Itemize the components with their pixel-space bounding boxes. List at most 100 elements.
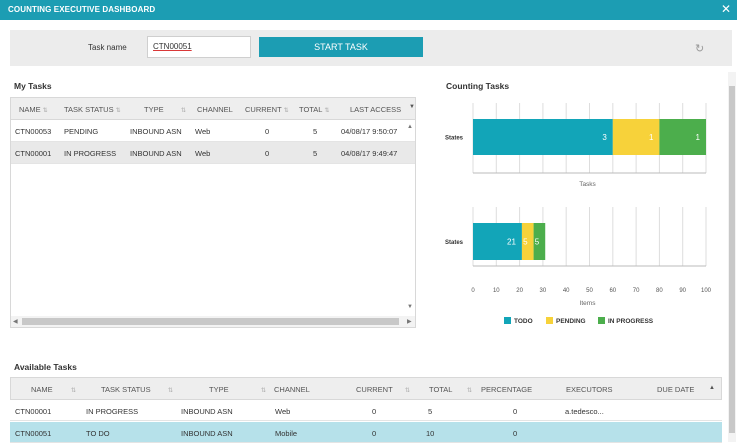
data-label: 3 [602, 133, 607, 142]
window-title: COUNTING EXECUTIVE DASHBOARD [8, 5, 156, 14]
row-name: CTN00001 [15, 149, 52, 158]
sort-icon[interactable]: ⇅ [405, 388, 411, 394]
row-type: INBOUND ASN [181, 429, 233, 438]
row-type: INBOUND ASN [130, 149, 182, 158]
legend-label: TODO [514, 318, 533, 325]
legend-swatch [598, 317, 605, 324]
bar-segment [659, 119, 706, 155]
row-status: TO DO [86, 429, 110, 438]
page-scrollbar-thumb[interactable] [729, 86, 735, 433]
scroll-down-arrow[interactable]: ▼ [407, 304, 413, 310]
row-executors: a.tedesco... [565, 407, 604, 416]
refresh-icon[interactable]: ↻ [695, 43, 705, 55]
row-type: INBOUND ASN [181, 407, 233, 416]
data-label: 5 [535, 238, 540, 247]
row-percentage: 0 [513, 407, 518, 416]
data-label: 1 [649, 133, 654, 142]
data-label: 21 [507, 238, 516, 247]
tick-label: 10 [493, 288, 500, 294]
table-row[interactable]: CTN00051 TO DO INBOUND ASN Mobile 0 10 0 [10, 422, 722, 443]
col-header-total[interactable]: TOTAL ⇅ [299, 105, 330, 114]
row-total: 5 [313, 149, 318, 158]
x-axis-label: Items [580, 300, 597, 307]
row-status: IN PROGRESS [86, 407, 139, 416]
row-last-access: 04/08/17 9:50:07 [341, 127, 398, 136]
legend-swatch [504, 317, 511, 324]
col-header-channel[interactable]: CHANNEL [274, 385, 310, 394]
row-channel: Web [195, 149, 211, 158]
row-type: INBOUND ASN [130, 127, 182, 136]
sort-icon[interactable]: ⇅ [181, 108, 187, 114]
start-task-button[interactable]: START TASK [259, 37, 423, 57]
bar-segment [612, 119, 660, 155]
col-header-type[interactable]: TYPE [144, 105, 164, 114]
available-tasks-table: NAME ⇅ TASK STATUS ⇅ TYPE ⇅ CHANNEL CURR… [10, 377, 722, 447]
tick-label: 0 [471, 288, 475, 294]
tick-label: 60 [609, 288, 616, 294]
col-header-total[interactable]: TOTAL [429, 385, 453, 394]
task-name-input[interactable]: CTN00051 [147, 36, 251, 58]
row-channel: Mobile [275, 429, 298, 438]
row-channel: Web [195, 127, 211, 136]
col-header-percentage[interactable]: PERCENTAGE [481, 385, 533, 394]
tick-label: 70 [633, 288, 640, 294]
hscroll-thumb[interactable] [22, 318, 399, 325]
legend-label: IN PROGRESS [608, 318, 654, 325]
sort-icon[interactable]: ⇅ [261, 388, 267, 394]
window-titlebar: COUNTING EXECUTIVE DASHBOARD ✕ [0, 0, 737, 20]
page-scrollbar[interactable] [728, 72, 736, 442]
tick-label: 100 [701, 288, 712, 294]
legend-swatch [546, 317, 553, 324]
scroll-right-arrow[interactable]: ▶ [407, 319, 412, 325]
row-name: CTN00053 [15, 127, 52, 136]
row-total: 5 [313, 127, 318, 136]
col-header-due-date[interactable]: DUE DATE [657, 385, 695, 394]
table-row[interactable]: CTN00001 IN PROGRESS INBOUND ASN Web 0 5… [10, 400, 722, 421]
tick-label: 90 [679, 288, 686, 294]
tick-label: 50 [586, 288, 593, 294]
row-total: 5 [428, 407, 433, 416]
col-header-task-status[interactable]: TASK STATUS [101, 385, 151, 394]
row-name: CTN00051 [15, 429, 52, 438]
row-current: 0 [265, 149, 270, 158]
task-name-label: Task name [88, 43, 127, 52]
row-current: 0 [372, 429, 377, 438]
category-label: States [445, 136, 464, 142]
bar-segment [473, 223, 522, 260]
scroll-up-arrow[interactable]: ▲ [407, 124, 413, 130]
row-last-access: 04/08/17 9:49:47 [341, 149, 398, 158]
dropdown-icon[interactable]: ▼ [409, 104, 415, 110]
sort-icon[interactable]: ⇅ [467, 388, 473, 394]
row-percentage: 0 [513, 429, 518, 438]
my-tasks-title: My Tasks [14, 81, 52, 91]
col-header-task-status[interactable]: TASK STATUS ⇅ [64, 105, 121, 114]
table-row[interactable]: CTN00001 IN PROGRESS INBOUND ASN Web 0 5… [11, 142, 415, 164]
sort-icon[interactable]: ⇅ [168, 388, 174, 394]
counting-tasks-title: Counting Tasks [446, 81, 510, 91]
sort-asc-icon[interactable]: ▲ [709, 385, 715, 391]
data-label: 1 [696, 133, 701, 142]
available-tasks-header: NAME ⇅ TASK STATUS ⇅ TYPE ⇅ CHANNEL CURR… [10, 377, 722, 400]
row-current: 0 [265, 127, 270, 136]
scroll-left-arrow[interactable]: ◀ [13, 319, 18, 325]
col-header-current[interactable]: CURRENT ⇅ [245, 105, 289, 114]
my-tasks-hscrollbar[interactable]: ◀ ▶ [11, 316, 415, 327]
sort-icon[interactable]: ⇅ [71, 388, 77, 394]
bar-segment [533, 223, 546, 260]
col-header-current[interactable]: CURRENT [356, 385, 393, 394]
col-header-name[interactable]: NAME [31, 385, 53, 394]
task-start-bar: Task name CTN00051 START TASK ↻ [10, 30, 732, 66]
row-status: IN PROGRESS [64, 149, 117, 158]
row-status: PENDING [64, 127, 99, 136]
col-header-last-access[interactable]: LAST ACCESS [350, 105, 402, 114]
row-current: 0 [372, 407, 377, 416]
col-header-type[interactable]: TYPE [209, 385, 229, 394]
table-row[interactable]: CTN00053 PENDING INBOUND ASN Web 0 5 04/… [11, 120, 415, 142]
available-tasks-title: Available Tasks [14, 362, 77, 372]
close-icon[interactable]: ✕ [720, 2, 731, 16]
col-header-channel[interactable]: CHANNEL [197, 105, 233, 114]
row-name: CTN00001 [15, 407, 52, 416]
col-header-name[interactable]: NAME ⇅ [19, 105, 48, 114]
col-header-executors[interactable]: EXECUTORS [566, 385, 613, 394]
